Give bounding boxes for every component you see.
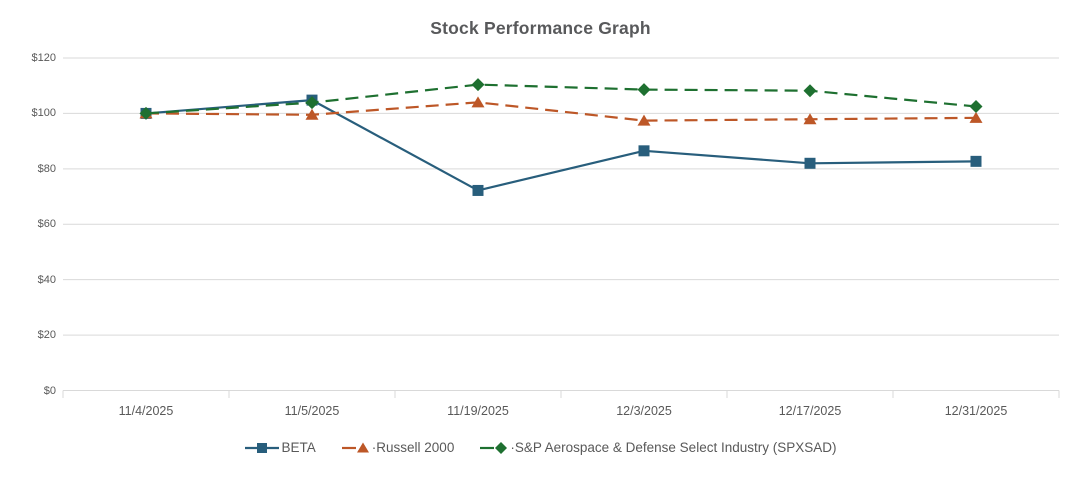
data-point-marker: [472, 184, 484, 196]
x-axis-tick-label: 11/19/2025: [447, 404, 509, 418]
data-point-marker: [969, 99, 983, 113]
y-axis-tick-label: $80: [37, 162, 56, 175]
x-axis-tick-label: 12/17/2025: [778, 404, 842, 418]
data-point-marker: [637, 114, 651, 126]
x-axis-tick-label: 11/4/2025: [118, 404, 174, 418]
data-point-marker: [471, 78, 485, 92]
data-point-marker: [471, 96, 485, 108]
legend-label: ·S&P Aerospace & Defense Select Industry…: [510, 440, 837, 455]
x-axis-tick-label: 12/3/2025: [616, 404, 672, 418]
legend: BETA ·Russell 2000 ·S&P Aerospace & Defens…: [0, 440, 1081, 455]
data-point-marker: [969, 111, 983, 123]
data-point-marker: [970, 155, 982, 167]
y-axis-tick-label: $60: [37, 218, 56, 231]
y-axis-tick-label: $40: [37, 273, 56, 286]
legend-item-3: ·S&P Aerospace & Defense Select Industry…: [480, 440, 836, 455]
legend-swatch-triangle-icon: [341, 442, 369, 452]
legend-swatch-square-icon: [244, 442, 279, 453]
y-axis-tick-label: $20: [37, 329, 56, 342]
x-axis-tick-label: 11/5/2025: [284, 404, 340, 418]
legend-item-1: BETA: [244, 440, 316, 455]
data-point-marker: [638, 145, 650, 157]
data-point-marker: [804, 157, 816, 169]
legend-swatch-diamond-icon: [480, 441, 508, 454]
x-axis-tick-label: 12/31/2025: [944, 404, 1008, 418]
series-line-3: [145, 83, 977, 115]
legend-label: BETA: [281, 440, 316, 455]
y-axis-tick-label: $0: [43, 384, 56, 397]
series-line-1: [145, 99, 977, 192]
legend-item-2: ·Russell 2000: [341, 440, 455, 455]
data-point-marker: [305, 108, 319, 120]
chart-title: Stock Performance Graph: [430, 18, 651, 38]
data-point-marker: [139, 106, 153, 120]
data-point-marker: [637, 83, 651, 97]
legend-label: ·Russell 2000: [371, 440, 455, 455]
y-axis-tick-label: $120: [31, 52, 56, 64]
y-axis-tick-label: $100: [31, 107, 56, 120]
data-point-marker: [803, 113, 817, 125]
data-point-marker: [305, 96, 319, 110]
data-point-marker: [803, 84, 817, 98]
